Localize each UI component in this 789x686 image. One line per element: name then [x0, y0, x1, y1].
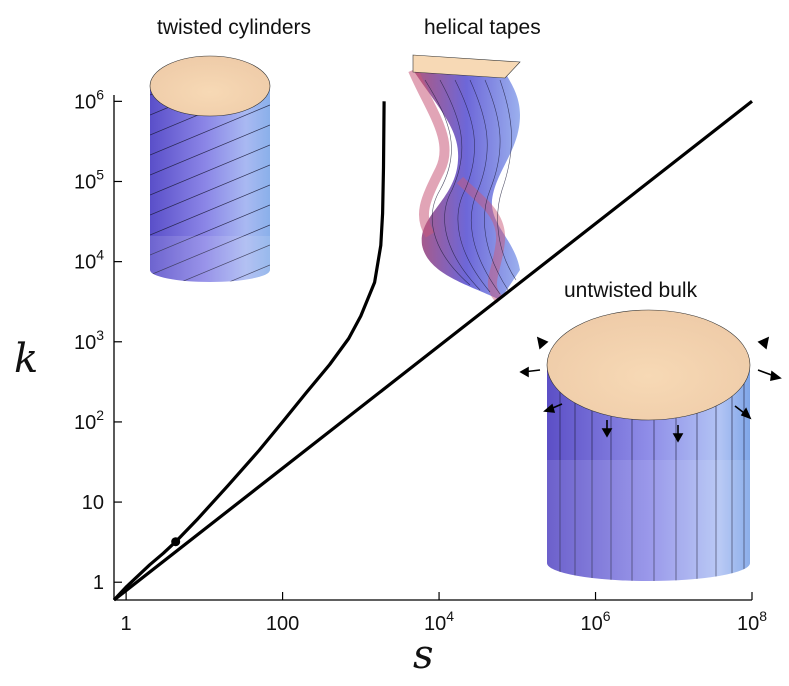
x-tick-label-3: 106: [581, 608, 611, 635]
y-tick-label-6: 106: [74, 86, 104, 113]
x-tick-label-0: 1: [121, 613, 132, 635]
helical-tapes-illustration: [408, 54, 521, 304]
y-tick-label-5: 105: [74, 166, 104, 193]
annotation-twisted-cylinders: twisted cylinders: [157, 16, 312, 39]
y-tick-label-0: 1: [93, 572, 104, 594]
y-tick-label-3: 103: [74, 327, 104, 354]
annotation-untwisted-bulk: untwisted bulk: [564, 279, 698, 302]
y-axis-title: k: [14, 336, 39, 382]
y-tick-label-4: 104: [74, 247, 104, 274]
twisted-cylinder-illustration: [149, 55, 271, 282]
y-tick-label-2: 102: [74, 407, 104, 434]
x-tick-label-2: 104: [424, 608, 454, 635]
y-tick-label-1: 10: [82, 492, 104, 514]
series-line-1: [112, 101, 386, 602]
x-tick-label-4: 108: [737, 608, 767, 635]
series-layer: [112, 100, 753, 602]
x-ticks: 1 100 104 106 108: [121, 592, 767, 635]
untwisted-bulk-illustration: [519, 309, 782, 581]
annotation-helical-tapes: helical tapes: [424, 16, 541, 39]
y-ticks: 1 10 102 103 104 105 106: [74, 86, 122, 594]
series-line-2: [113, 100, 753, 602]
marked-point-1: [171, 537, 181, 547]
x-axis-title: s: [413, 632, 434, 678]
x-tick-label-1: 100: [266, 613, 299, 635]
